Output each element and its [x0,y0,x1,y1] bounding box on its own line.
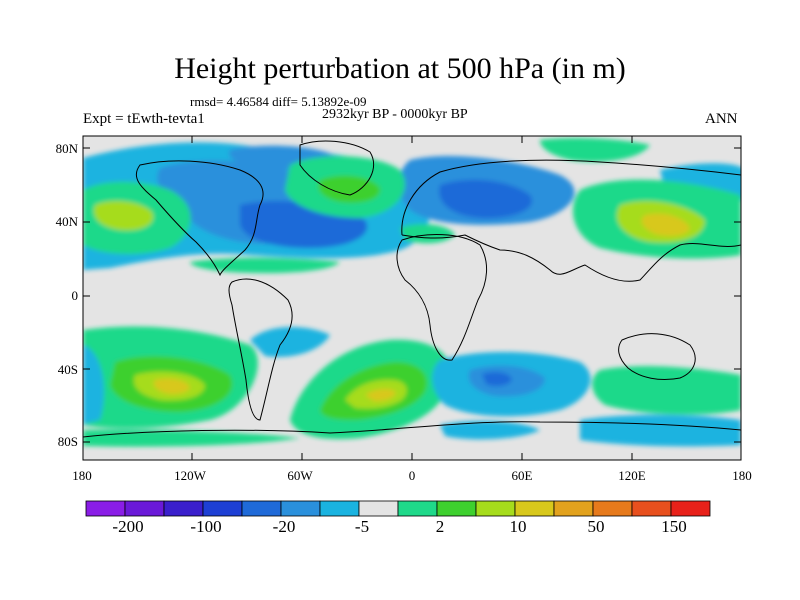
lon-label-60e: 60E [511,468,533,483]
coastlines [83,140,741,438]
contour-band [365,388,396,402]
rmsd-stats: rmsd= 4.46584 diff= 5.13892e-09 [190,94,367,109]
colorbar-label: 150 [661,517,687,536]
season-label: ANN [705,111,738,127]
colorbar-swatch [397,500,438,517]
lat-label-80s: 80S [57,434,78,449]
colorbar-swatch [553,500,594,517]
colorbar-label: -5 [354,517,370,536]
contour-band [83,345,104,424]
australia-coast [618,333,696,381]
contour-band [580,414,741,447]
colorbar-swatch [592,500,633,517]
map-title: Height perturbation at 500 hPa (in m) [174,52,626,85]
colorbar-label: -100 [190,517,222,536]
contour-band [318,175,381,203]
contour-band [190,257,340,274]
lat-label-40s: 40S [57,362,78,377]
lat-label-80n: 80N [55,141,78,156]
colorbar-swatch [241,500,282,517]
lon-label-180w: 180 [72,468,92,483]
contour-band [592,366,741,415]
contour-band [540,137,650,162]
lat-ticks [83,147,741,443]
colorbar [85,500,711,517]
experiment-label: Expt = tEwth-tevta1 [83,111,205,127]
contour-band [482,372,512,387]
contour-band [93,200,154,231]
colorbar-swatch [124,500,165,517]
lat-label-equator: 0 [71,288,79,303]
greenland-coast [299,140,375,196]
lon-label-180e: 180 [732,468,752,483]
colorbar-label: -20 [272,517,296,536]
colorbar-label: 2 [435,517,445,536]
lon-label-60w: 60W [287,468,313,483]
lon-label-0: 0 [408,468,416,483]
colorbar-swatch [163,500,204,517]
colorbar-swatch [631,500,672,517]
colorbar-swatch [319,500,360,517]
contour-field [83,136,741,460]
period-label: 2932kyr BP - 0000kyr BP [322,107,468,122]
colorbar-label: 10 [509,517,527,536]
lat-label-40n: 40N [55,214,78,229]
colorbar-swatch [280,500,321,517]
colorbar-label: 50 [587,517,605,536]
lon-label-120w: 120W [174,468,206,483]
antarctica-coast [83,421,741,438]
contour-band [400,224,455,244]
colorbar-swatch [202,500,243,517]
colorbar-swatch [85,500,126,517]
contour-band [153,378,190,395]
contour-band [440,420,540,440]
north-america-coast [135,160,264,277]
colorbar-swatch [514,500,555,517]
colorbar-swatch [436,500,477,517]
contour-band [83,429,300,447]
colorbar-swatch [475,500,516,517]
africa-coast [396,234,487,361]
colorbar-swatch [670,500,711,517]
lon-label-120e: 120E [618,468,646,483]
south-america-coast [228,278,293,421]
contour-band [641,213,690,236]
colorbar-label: -200 [112,517,144,536]
lon-ticks [191,136,633,460]
contour-band [439,179,532,219]
contour-band [250,326,330,358]
colorbar-swatch [358,500,399,517]
eurasia-coast [401,159,741,282]
